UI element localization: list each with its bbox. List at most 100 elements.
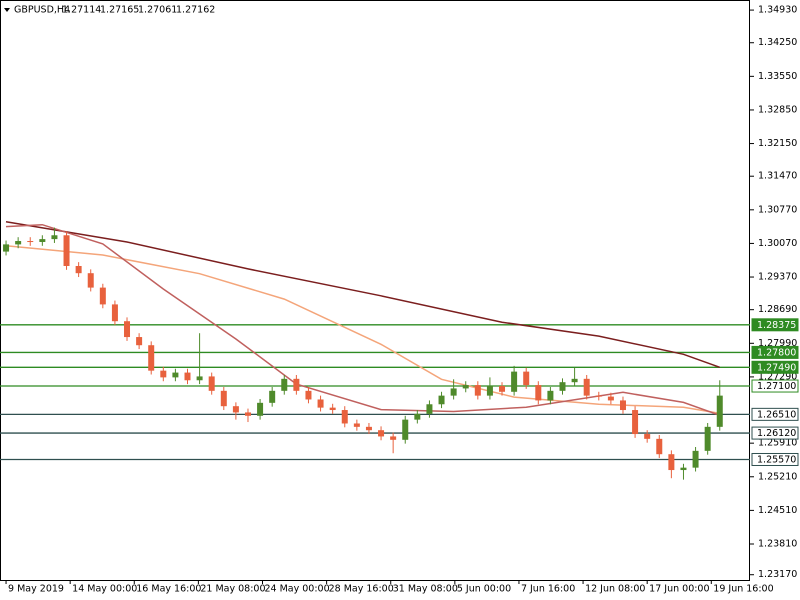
candle-body	[136, 337, 143, 346]
level-label: 1.26510	[757, 409, 796, 420]
candle-body	[208, 376, 215, 391]
candle-body	[111, 304, 118, 322]
candle-body	[3, 244, 10, 252]
candle-body	[414, 413, 421, 420]
x-tick-label: 31 May 08:00	[393, 584, 458, 595]
level-label: 1.27800	[757, 347, 796, 358]
y-tick-label: 1.32150	[758, 138, 797, 149]
candle-body	[511, 371, 518, 392]
candle-body	[632, 410, 639, 435]
candle-body	[595, 395, 602, 397]
candle-body	[426, 404, 433, 414]
candle-body	[499, 386, 506, 392]
y-tick-label: 1.27990	[758, 338, 797, 349]
x-tick-label: 16 May 16:00	[136, 584, 201, 595]
candle-body	[607, 396, 614, 401]
candle-body	[547, 390, 554, 401]
quote-value: 1.27114	[62, 5, 101, 16]
candle-body	[462, 385, 469, 389]
plot-frame	[0, 0, 750, 581]
candle-body	[99, 287, 106, 305]
candle-body	[293, 378, 300, 391]
candle-body	[583, 378, 590, 396]
candle-body	[63, 235, 70, 266]
candle-body	[87, 273, 94, 288]
level-label: 1.28375	[757, 320, 796, 331]
quote-value: 1.27162	[176, 5, 215, 16]
candle-body	[232, 406, 239, 413]
candle-body	[668, 454, 675, 471]
candle-body	[692, 450, 699, 468]
candle-body	[51, 235, 58, 240]
candle-body	[124, 321, 131, 338]
candle-body	[402, 419, 409, 440]
level-label-box	[751, 360, 799, 374]
level-label: 1.25570	[757, 454, 796, 465]
candle-body	[329, 407, 336, 411]
candle-body	[704, 426, 711, 451]
candle-body	[257, 402, 264, 416]
moving-average	[5, 245, 720, 415]
candle-body	[317, 399, 324, 408]
candle-body	[716, 395, 723, 427]
x-tick-label: 5 Jun 00:00	[457, 584, 511, 595]
candle-body	[571, 378, 578, 383]
y-tick-label: 1.32850	[758, 104, 797, 115]
candle-body	[148, 345, 155, 371]
x-tick-label: 14 May 00:00	[72, 584, 137, 595]
candle-body	[619, 400, 626, 411]
level-label-box	[751, 345, 799, 359]
y-tick-label: 1.23170	[758, 569, 797, 580]
level-label-box	[751, 407, 799, 421]
x-tick-label: 19 Jun 16:00	[713, 584, 773, 595]
candle-body	[15, 241, 22, 245]
candle-body	[559, 382, 566, 391]
candle-body	[75, 265, 82, 274]
candle-body	[535, 385, 542, 401]
menu-arrow[interactable]	[4, 8, 10, 12]
candle-body	[281, 378, 288, 391]
level-label: 1.27490	[757, 362, 796, 373]
x-tick-label: 9 May 2019	[8, 584, 64, 595]
candle-body	[353, 423, 360, 427]
candle-body	[523, 371, 530, 386]
candle-body	[486, 386, 493, 396]
candle-body	[244, 412, 251, 416]
y-tick-label: 1.29370	[758, 272, 797, 283]
x-tick-label: 24 May 00:00	[265, 584, 330, 595]
candle-body	[220, 390, 227, 407]
y-tick-label: 1.33550	[758, 71, 797, 82]
candle-body	[39, 239, 46, 242]
moving-average	[5, 223, 721, 417]
x-tick-label: 12 Jun 08:00	[585, 584, 645, 595]
y-tick-label: 1.31470	[758, 171, 797, 182]
candle-body	[184, 372, 191, 381]
y-tick-label: 1.27290	[758, 371, 797, 382]
candle-body	[365, 426, 372, 431]
y-tick-label: 1.25210	[758, 471, 797, 482]
candle-body	[172, 372, 179, 378]
moving-average	[5, 221, 721, 369]
candle-body	[474, 385, 481, 396]
y-tick-label: 1.30070	[758, 238, 797, 249]
symbol: GBPUSD,H4	[14, 5, 70, 16]
level-label: 1.26120	[757, 428, 796, 439]
y-tick-label: 1.30770	[758, 204, 797, 215]
y-tick-label: 1.23810	[758, 538, 797, 549]
candle-body	[390, 436, 397, 440]
y-tick-label: 1.25910	[758, 438, 797, 449]
candle-body	[644, 434, 651, 439]
y-tick-label: 1.34250	[758, 37, 797, 48]
candle-body	[305, 390, 312, 400]
level-label-box	[751, 426, 799, 440]
x-tick-label: 28 May 16:00	[329, 584, 394, 595]
level-label-box	[751, 452, 799, 466]
x-tick-label: 7 Jun 16:00	[521, 584, 575, 595]
level-label-box	[751, 318, 799, 332]
candle-body	[438, 395, 445, 405]
candle-body	[27, 241, 34, 243]
candle-body	[160, 370, 167, 378]
y-tick-label: 1.34930	[758, 5, 797, 16]
